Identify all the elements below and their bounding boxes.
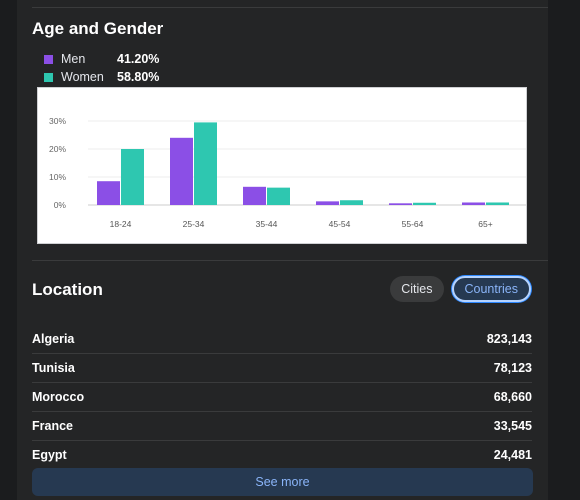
bar-men-35-44: [243, 186, 266, 205]
legend-percentage: 58.80%: [117, 70, 160, 84]
bar-women-25-34: [194, 122, 217, 205]
bar-men-18-24: [97, 181, 120, 205]
legend-item-women: Women 58.80%: [44, 68, 159, 86]
country-count: 823,143: [486, 332, 532, 346]
men-swatch: [44, 54, 53, 64]
x-tick-label: 65+: [478, 219, 492, 229]
list-item: France 33,545: [32, 412, 532, 441]
list-item: Tunisia 78,123: [32, 354, 532, 383]
country-count: 33,545: [493, 419, 532, 433]
bar-women-45-54: [340, 200, 363, 205]
country-count: 24,481: [493, 448, 532, 462]
location-tabs: Cities Countries: [390, 276, 531, 302]
bar-chart-svg: 0% 10% 20% 30% 18-24 25-34 35-44 45-54 55-64 65+: [49, 116, 526, 229]
tab-cities[interactable]: Cities: [390, 276, 444, 302]
see-more-button[interactable]: See more: [32, 468, 533, 496]
list-item: Egypt 24,481: [32, 441, 532, 469]
country-name: France: [32, 419, 73, 433]
country-name: Algeria: [32, 332, 75, 346]
country-count: 68,660: [493, 390, 532, 404]
bar-men-65+: [462, 202, 485, 205]
location-list: Algeria 823,143 Tunisia 78,123 Morocco 6…: [32, 325, 532, 469]
tab-countries[interactable]: Countries: [451, 276, 531, 302]
x-tick-label: 35-44: [256, 219, 278, 229]
legend-label: Men: [61, 52, 86, 66]
bar-men-45-54: [316, 201, 339, 205]
y-tick-label: 10%: [49, 172, 66, 182]
bar-men-25-34: [170, 137, 193, 205]
y-tick-label: 0%: [54, 200, 67, 210]
audience-panel: Age and Gender Men 41.20% Women 58.80% 0…: [17, 0, 548, 500]
bar-men-55-64: [389, 203, 412, 205]
list-item: Algeria 823,143: [32, 325, 532, 354]
section-divider: [32, 260, 548, 261]
legend-item-men: Men 41.20%: [44, 50, 159, 68]
country-name: Morocco: [32, 390, 85, 404]
legend-label: Women: [61, 70, 104, 84]
country-name: Egypt: [32, 448, 67, 462]
country-name: Tunisia: [32, 361, 75, 375]
page-margin: [555, 0, 580, 500]
y-tick-label: 30%: [49, 116, 66, 126]
age-gender-chart: 0% 10% 20% 30% 18-24 25-34 35-44 45-54 55-64 65+: [37, 87, 527, 244]
x-tick-label: 18-24: [110, 219, 132, 229]
country-count: 78,123: [493, 361, 532, 375]
legend-percentage: 41.20%: [117, 52, 160, 66]
list-item: Morocco 68,660: [32, 383, 532, 412]
x-tick-label: 45-54: [329, 219, 351, 229]
women-swatch: [44, 72, 53, 82]
top-divider: [32, 7, 548, 8]
chart-legend: Men 41.20% Women 58.80%: [44, 50, 159, 86]
bar-women-35-44: [267, 187, 290, 205]
y-tick-label: 20%: [49, 144, 66, 154]
x-tick-label: 55-64: [402, 219, 424, 229]
bar-women-55-64: [413, 202, 436, 205]
bar-women-18-24: [121, 149, 144, 205]
x-tick-label: 25-34: [183, 219, 205, 229]
location-title: Location: [32, 280, 103, 299]
age-gender-title: Age and Gender: [32, 19, 164, 38]
bar-women-65+: [486, 202, 509, 205]
